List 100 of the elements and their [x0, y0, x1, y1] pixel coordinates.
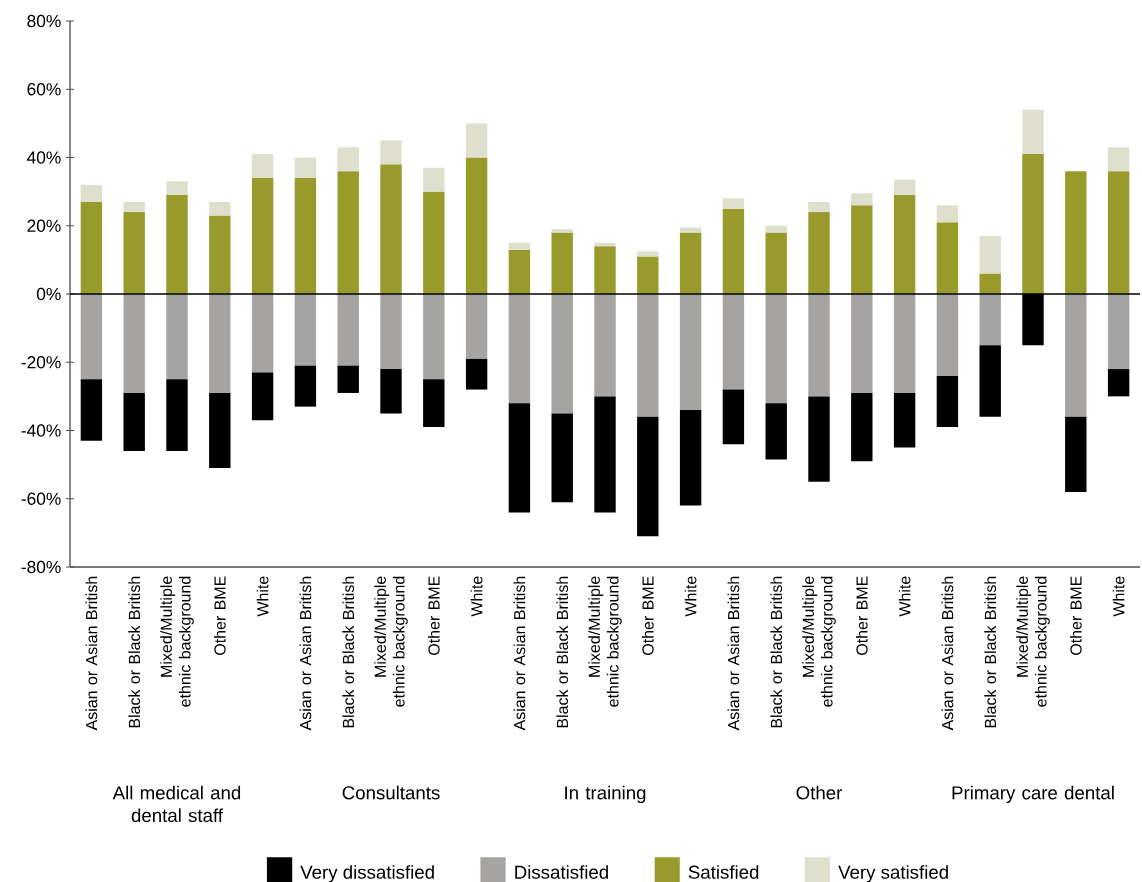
legend-label: Very dissatisfied	[300, 865, 434, 882]
bar	[209, 201, 231, 216]
bar	[1065, 416, 1087, 492]
x-tick-label: Black or Black British	[556, 576, 569, 728]
bar	[893, 392, 916, 448]
y-tick-label: -60%	[21, 492, 61, 505]
y-tick-label: -40%	[21, 424, 61, 437]
bar	[380, 294, 402, 370]
bar	[551, 413, 573, 503]
bar	[1022, 154, 1044, 294]
bar	[166, 379, 188, 451]
bar	[594, 396, 616, 513]
x-tick-label: Black or Black British	[770, 576, 783, 728]
bar	[380, 164, 402, 294]
bar	[380, 369, 402, 414]
bar	[337, 294, 359, 366]
bar	[337, 171, 359, 294]
x-tick-label: White	[684, 576, 697, 617]
x-tick-label: Mixed/Multiple ethnic background	[802, 576, 836, 707]
bar	[808, 294, 830, 397]
bar	[551, 294, 573, 414]
bar	[936, 205, 959, 223]
x-tick-label: Asian or Asian British	[85, 576, 98, 731]
bar	[722, 208, 745, 294]
x-tick-label: Other BME	[1069, 576, 1082, 655]
text: Consultants	[342, 785, 440, 800]
bar	[465, 157, 488, 294]
y-tick-label: -20%	[21, 356, 61, 369]
x-tick-label: Asian or Asian British	[727, 576, 740, 731]
bar	[936, 222, 959, 294]
bar	[765, 403, 787, 460]
bar	[337, 365, 359, 393]
text: In training	[565, 785, 646, 804]
bar	[166, 195, 188, 294]
bar	[808, 396, 830, 482]
bar	[294, 157, 317, 178]
bar	[1022, 109, 1044, 155]
bar	[423, 379, 445, 428]
bar	[551, 232, 573, 294]
bar	[423, 191, 445, 294]
bar	[209, 294, 231, 393]
bar	[637, 294, 659, 417]
bar	[765, 232, 787, 294]
bar	[936, 375, 959, 428]
bar	[251, 294, 274, 373]
bar	[209, 392, 231, 469]
bar	[337, 147, 359, 172]
bar	[594, 242, 616, 247]
x-tick-label: Black or Black British	[984, 576, 997, 728]
legend-label: Dissatisfied	[515, 865, 608, 879]
bar	[808, 212, 830, 294]
bar	[1107, 294, 1130, 370]
bar	[1107, 147, 1130, 172]
x-tick-label: Other BME	[855, 576, 868, 655]
x-tick-label: Other BME	[427, 576, 440, 655]
y-tick-label: 0%	[36, 287, 61, 301]
x-tick-label: Other BME	[213, 576, 226, 655]
text: Other	[796, 785, 843, 800]
bar	[508, 249, 531, 294]
x-tick-label: White	[898, 576, 911, 617]
x-tick-label: Black or Black British	[128, 576, 141, 728]
bar	[594, 246, 616, 294]
bar	[123, 294, 145, 393]
bar	[1107, 171, 1130, 294]
bar	[722, 198, 745, 209]
bar	[979, 345, 1001, 417]
bar	[123, 212, 145, 294]
bar	[637, 256, 659, 294]
bar	[765, 294, 787, 404]
x-tick-label: Asian or Asian British	[513, 576, 526, 731]
bar	[294, 177, 317, 294]
bar	[594, 294, 616, 397]
x-tick-label: Asian or Asian British	[941, 576, 954, 731]
legend-label: Satisfied	[688, 865, 759, 879]
bar	[1065, 171, 1087, 294]
x-tick-label: Mixed/Multiple ethnic background	[588, 576, 622, 707]
bar	[1065, 294, 1087, 417]
bar	[380, 140, 402, 165]
bar	[423, 294, 445, 380]
y-tick-label: 60%	[27, 83, 61, 96]
bar	[251, 372, 274, 421]
bar	[851, 193, 873, 206]
bar	[765, 225, 787, 233]
bar	[508, 403, 531, 513]
bar	[979, 235, 1001, 274]
x-tick-label: Mixed/Multiple ethnic background	[374, 576, 408, 707]
x-tick-label: White	[470, 576, 483, 617]
text: Primary care dental	[952, 785, 1114, 804]
bar	[893, 294, 916, 393]
bar	[551, 229, 573, 233]
bar	[679, 294, 702, 411]
y-tick-label: 80%	[27, 14, 61, 28]
bar	[637, 416, 659, 537]
bar	[851, 392, 873, 462]
bar	[722, 294, 745, 390]
x-tick-label: Mixed/Multiple ethnic background	[160, 576, 194, 707]
bar	[936, 294, 959, 376]
x-tick-label: Mixed/Multiple ethnic background	[1016, 576, 1050, 707]
bar	[209, 215, 231, 294]
bar	[679, 410, 702, 506]
